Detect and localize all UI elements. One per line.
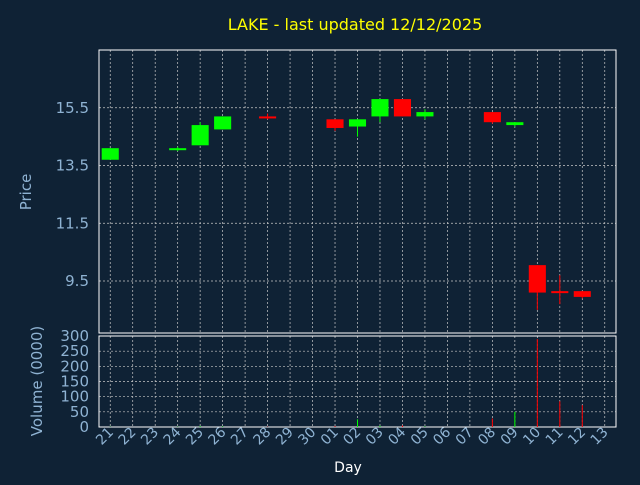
x-axis-label: Day [334,460,362,476]
candle-body [528,265,546,293]
x-tick-label: 05 [408,425,432,449]
candle-body [551,291,569,294]
volume-tick-label: 0 [79,418,89,436]
candle-body [573,291,591,297]
x-tick-label: 01 [318,425,342,449]
candle-body [169,148,187,151]
candle-body [416,112,434,117]
x-tick-label: 25 [183,425,207,449]
x-tick-label: 24 [161,424,185,448]
candle-body [506,122,524,126]
chart-title: LAKE - last updated 12/12/2025 [228,15,483,34]
x-tick-label: 12 [565,425,589,449]
candle-body [393,99,411,117]
candle-body [483,112,501,123]
x-tick-label: 26 [206,424,230,448]
candle-body [191,125,209,146]
candle-body [101,148,119,160]
x-tick-label: 27 [228,425,252,449]
volume-tick-label: 100 [60,388,89,406]
volume-tick-label: 50 [70,403,89,421]
price-axis-label: Price [17,174,35,211]
x-tick-label: 06 [430,424,454,448]
candle-body [326,119,344,128]
x-tick-label: 30 [295,425,319,449]
x-tick-label: 13 [588,425,612,449]
x-tick-label: 29 [273,425,297,449]
x-tick-label: 21 [93,425,117,449]
x-tick-label: 11 [543,425,567,449]
price-tick-label: 13.5 [56,157,89,175]
price-tick-label: 11.5 [56,214,89,232]
candle-body [259,116,277,119]
x-tick-label: 28 [250,425,274,449]
x-tick-label: 07 [453,425,477,449]
x-tick-label: 10 [520,425,544,449]
price-tick-label: 15.5 [56,99,89,117]
x-tick-label: 04 [385,424,409,448]
volume-axis-label: Volume (0000) [28,326,46,436]
volume-tick-label: 150 [60,373,89,391]
price-tick-label: 9.5 [65,272,89,290]
x-tick-label: 08 [475,425,499,449]
x-tick-label: 09 [498,425,522,449]
volume-tick-label: 250 [60,342,89,360]
x-tick-label: 03 [363,425,387,449]
candle-body [214,116,232,130]
x-tick-label: 02 [340,425,364,449]
volume-tick-label: 200 [60,357,89,375]
chart-layer: 2122232425262728293001020304050607080910… [56,49,617,449]
candle-body [371,99,389,117]
volume-tick-label: 300 [60,327,89,345]
price-panel-frame [98,49,617,334]
x-tick-label: 23 [138,425,162,449]
x-tick-label: 22 [116,425,140,449]
candle-body [348,119,367,127]
